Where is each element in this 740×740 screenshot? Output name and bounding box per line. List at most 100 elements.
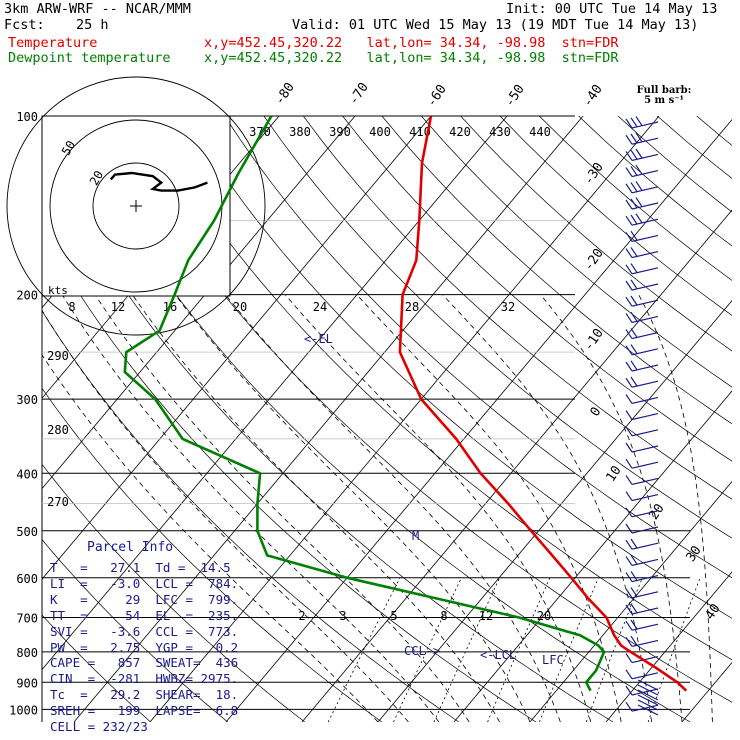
mixing-ratio-line xyxy=(433,577,500,722)
dry-adiabat-label: 270 xyxy=(47,495,69,509)
barb-flag xyxy=(630,571,638,581)
isotherm-label: 30 xyxy=(684,543,705,564)
barb-flag xyxy=(630,149,638,160)
theta-label: 410 xyxy=(409,125,431,139)
barb-flag xyxy=(630,117,638,128)
barb-flag xyxy=(635,148,643,159)
dry-adiabat xyxy=(42,387,383,722)
parcel-info-row: LI = -3.0 LCL = 784. xyxy=(50,575,239,591)
mixing-ratio-line xyxy=(327,577,401,722)
forecast-label: Fcst: xyxy=(4,17,45,33)
dewpoint-location: x,y=452.45,320.22 lat,lon= 34.34, -98.98… xyxy=(204,50,619,66)
mixing-ratio-line xyxy=(393,577,462,722)
dry-adiabat xyxy=(42,463,306,722)
barb-staff xyxy=(631,170,659,178)
dry-adiabat xyxy=(421,116,732,388)
barb-flag xyxy=(630,360,638,371)
barb-staff xyxy=(631,413,659,421)
isotherm-label: 40 xyxy=(703,601,724,622)
speed-tick-label: 28 xyxy=(405,300,419,314)
isotherm-label: -30 xyxy=(581,160,607,188)
mixing-ratio-line xyxy=(585,577,643,722)
wind-barb xyxy=(625,571,659,583)
dry-adiabat xyxy=(42,539,228,722)
dry-adiabat xyxy=(263,116,732,539)
isotherm xyxy=(453,390,732,722)
dry-adiabat xyxy=(303,116,732,500)
mixing-ratio-label: 8 xyxy=(440,609,447,623)
barb-flag xyxy=(625,134,633,145)
barb-flag xyxy=(630,230,638,241)
isotherm xyxy=(42,116,508,671)
pressure-label: 200 xyxy=(16,289,38,303)
barb-flag xyxy=(625,151,633,161)
wind-barb xyxy=(625,475,659,485)
moist-adiabat xyxy=(356,294,622,722)
barb-staff xyxy=(631,153,659,161)
barb-staff xyxy=(631,672,659,680)
level-marker: <-LCL xyxy=(480,648,516,662)
barb-flag xyxy=(625,572,633,582)
mixing-ratio-line xyxy=(487,577,551,722)
dry-adiabat xyxy=(499,116,732,316)
barb-flag xyxy=(625,377,633,388)
dry-adiabat xyxy=(66,116,691,722)
parcel-info-row: CELL = 232/23 xyxy=(50,719,148,734)
barb-flag xyxy=(625,296,633,307)
level-marker: M xyxy=(412,529,419,543)
dry-adiabat xyxy=(106,116,732,703)
barb-flag xyxy=(630,311,638,322)
barb-flag xyxy=(625,701,633,712)
dry-adiabat xyxy=(185,116,732,619)
isotherm xyxy=(605,571,732,722)
isotherm-label: -20 xyxy=(581,246,607,274)
barb-flag xyxy=(625,475,633,485)
barb-flag xyxy=(625,215,633,226)
barb-flag xyxy=(625,361,633,372)
hodograph-ring-label: 20 xyxy=(87,168,106,188)
theta-label: 380 xyxy=(289,125,311,139)
speed-tick-label: 12 xyxy=(111,300,125,314)
barb-flag xyxy=(630,603,638,614)
sounding-traces xyxy=(123,116,688,692)
barb-staff xyxy=(631,364,659,372)
pressure-label: 600 xyxy=(16,572,38,586)
barb-flag xyxy=(625,199,633,210)
trace-dewpoint-temperature xyxy=(123,116,606,692)
dry-adiabat xyxy=(42,310,460,722)
barb-flag xyxy=(635,132,643,143)
barb-flag xyxy=(630,263,638,273)
barb-flag xyxy=(625,637,633,647)
isotherm xyxy=(42,116,432,580)
barb-staff xyxy=(631,607,659,615)
barb-flag xyxy=(630,344,638,354)
barb-flag xyxy=(630,538,638,549)
parcel-info-row: PW = 2.75 YGP = 0.2 xyxy=(50,639,239,655)
barb-staff xyxy=(631,623,659,631)
wind-barb xyxy=(625,230,659,242)
pressure-label: 100 xyxy=(16,110,38,124)
wind-barb xyxy=(625,344,659,356)
barb-flag xyxy=(625,442,633,453)
barb-flag xyxy=(625,280,633,291)
wind-barb xyxy=(625,164,659,178)
isotherm-label: -40 xyxy=(580,82,606,110)
barb-flag xyxy=(630,198,638,209)
isotherm-label: -80 xyxy=(272,80,298,108)
model-name: 3km ARW-WRF -- NCAR/MMM xyxy=(4,1,191,17)
wind-barb xyxy=(625,603,659,615)
dry-adiabat xyxy=(381,116,732,425)
barb-flag xyxy=(625,539,633,550)
barb-staff xyxy=(631,429,659,437)
pressure-label: 700 xyxy=(16,612,38,626)
barb-flag xyxy=(630,295,638,306)
dry-adiabat xyxy=(696,116,732,146)
parcel-info-row: CAPE = 857 SWEAT= 436 xyxy=(50,655,239,671)
trace-temperature xyxy=(398,116,688,692)
barb-flag xyxy=(625,458,633,469)
valid-time: Valid: 01 UTC Wed 15 May 13 (19 MDT Tue … xyxy=(292,17,699,33)
dry-adiabat xyxy=(224,116,732,579)
barb-staff xyxy=(631,575,659,583)
barb-flag xyxy=(625,167,633,177)
wind-barb xyxy=(625,507,659,518)
